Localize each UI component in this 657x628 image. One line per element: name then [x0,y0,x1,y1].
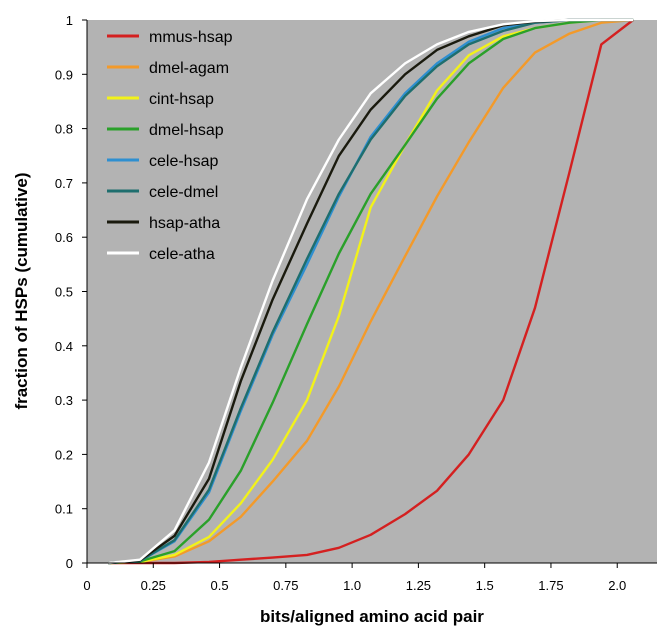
y-tick-label: 0.6 [55,230,73,245]
series-layer [108,18,634,565]
legend-label-hsap-atha: hsap-atha [149,215,220,232]
series-line-dmel-hsap [108,18,634,565]
x-axis-title: bits/aligned amino acid pair [260,607,484,626]
x-tick-label: 1.75 [538,578,563,593]
y-tick-label: 1 [66,13,73,28]
legend-label-cele-hsap: cele-hsap [149,153,218,170]
x-tick-label: 1.5 [476,578,494,593]
legend-label-cele-atha: cele-atha [149,246,215,263]
y-tick-label: 0.2 [55,447,73,462]
legend-label-cele-dmel: cele-dmel [149,184,218,201]
plot-area [87,20,657,563]
y-tick-label: 0.3 [55,393,73,408]
y-tick-label: 0.4 [55,339,73,354]
x-tick-label: 0.75 [273,578,298,593]
series-line-cele-atha [108,18,634,565]
x-tick-label: 0.25 [141,578,166,593]
legend-label-cint-hsap: cint-hsap [149,91,214,108]
x-tick-label: 1.25 [406,578,431,593]
x-tick-label: 0 [83,578,90,593]
y-tick-label: 0.1 [55,502,73,517]
tick-layer: 0 0.1 0.2 0.3 0.4 0.5 0.6 0.7 0.8 0.9 1 0 0.25 0.5 0.7… [55,13,626,593]
y-tick-label: 0.9 [55,67,73,82]
y-axis-title: fraction of HSPs (cumulative) [12,172,31,409]
y-tick-label: 0.5 [55,285,73,300]
series-line-mmus-hsap [108,19,634,565]
legend-label-dmel-agam: dmel-agam [149,60,229,77]
legend-label-dmel-hsap: dmel-hsap [149,122,224,139]
legend-label-mmus-hsap: mmus-hsap [149,29,233,46]
legend: mmus-hsap dmel-agam cint-hsap dmel-hsap cele… [107,29,233,263]
x-tick-label: 1.0 [343,578,361,593]
y-tick-label: 0 [66,556,73,571]
x-tick-label: 0.5 [211,578,229,593]
y-tick-label: 0.8 [55,122,73,137]
x-tick-label: 2.0 [608,578,626,593]
y-tick-label: 0.7 [55,176,73,191]
series-line-dmel-agam [108,18,634,565]
